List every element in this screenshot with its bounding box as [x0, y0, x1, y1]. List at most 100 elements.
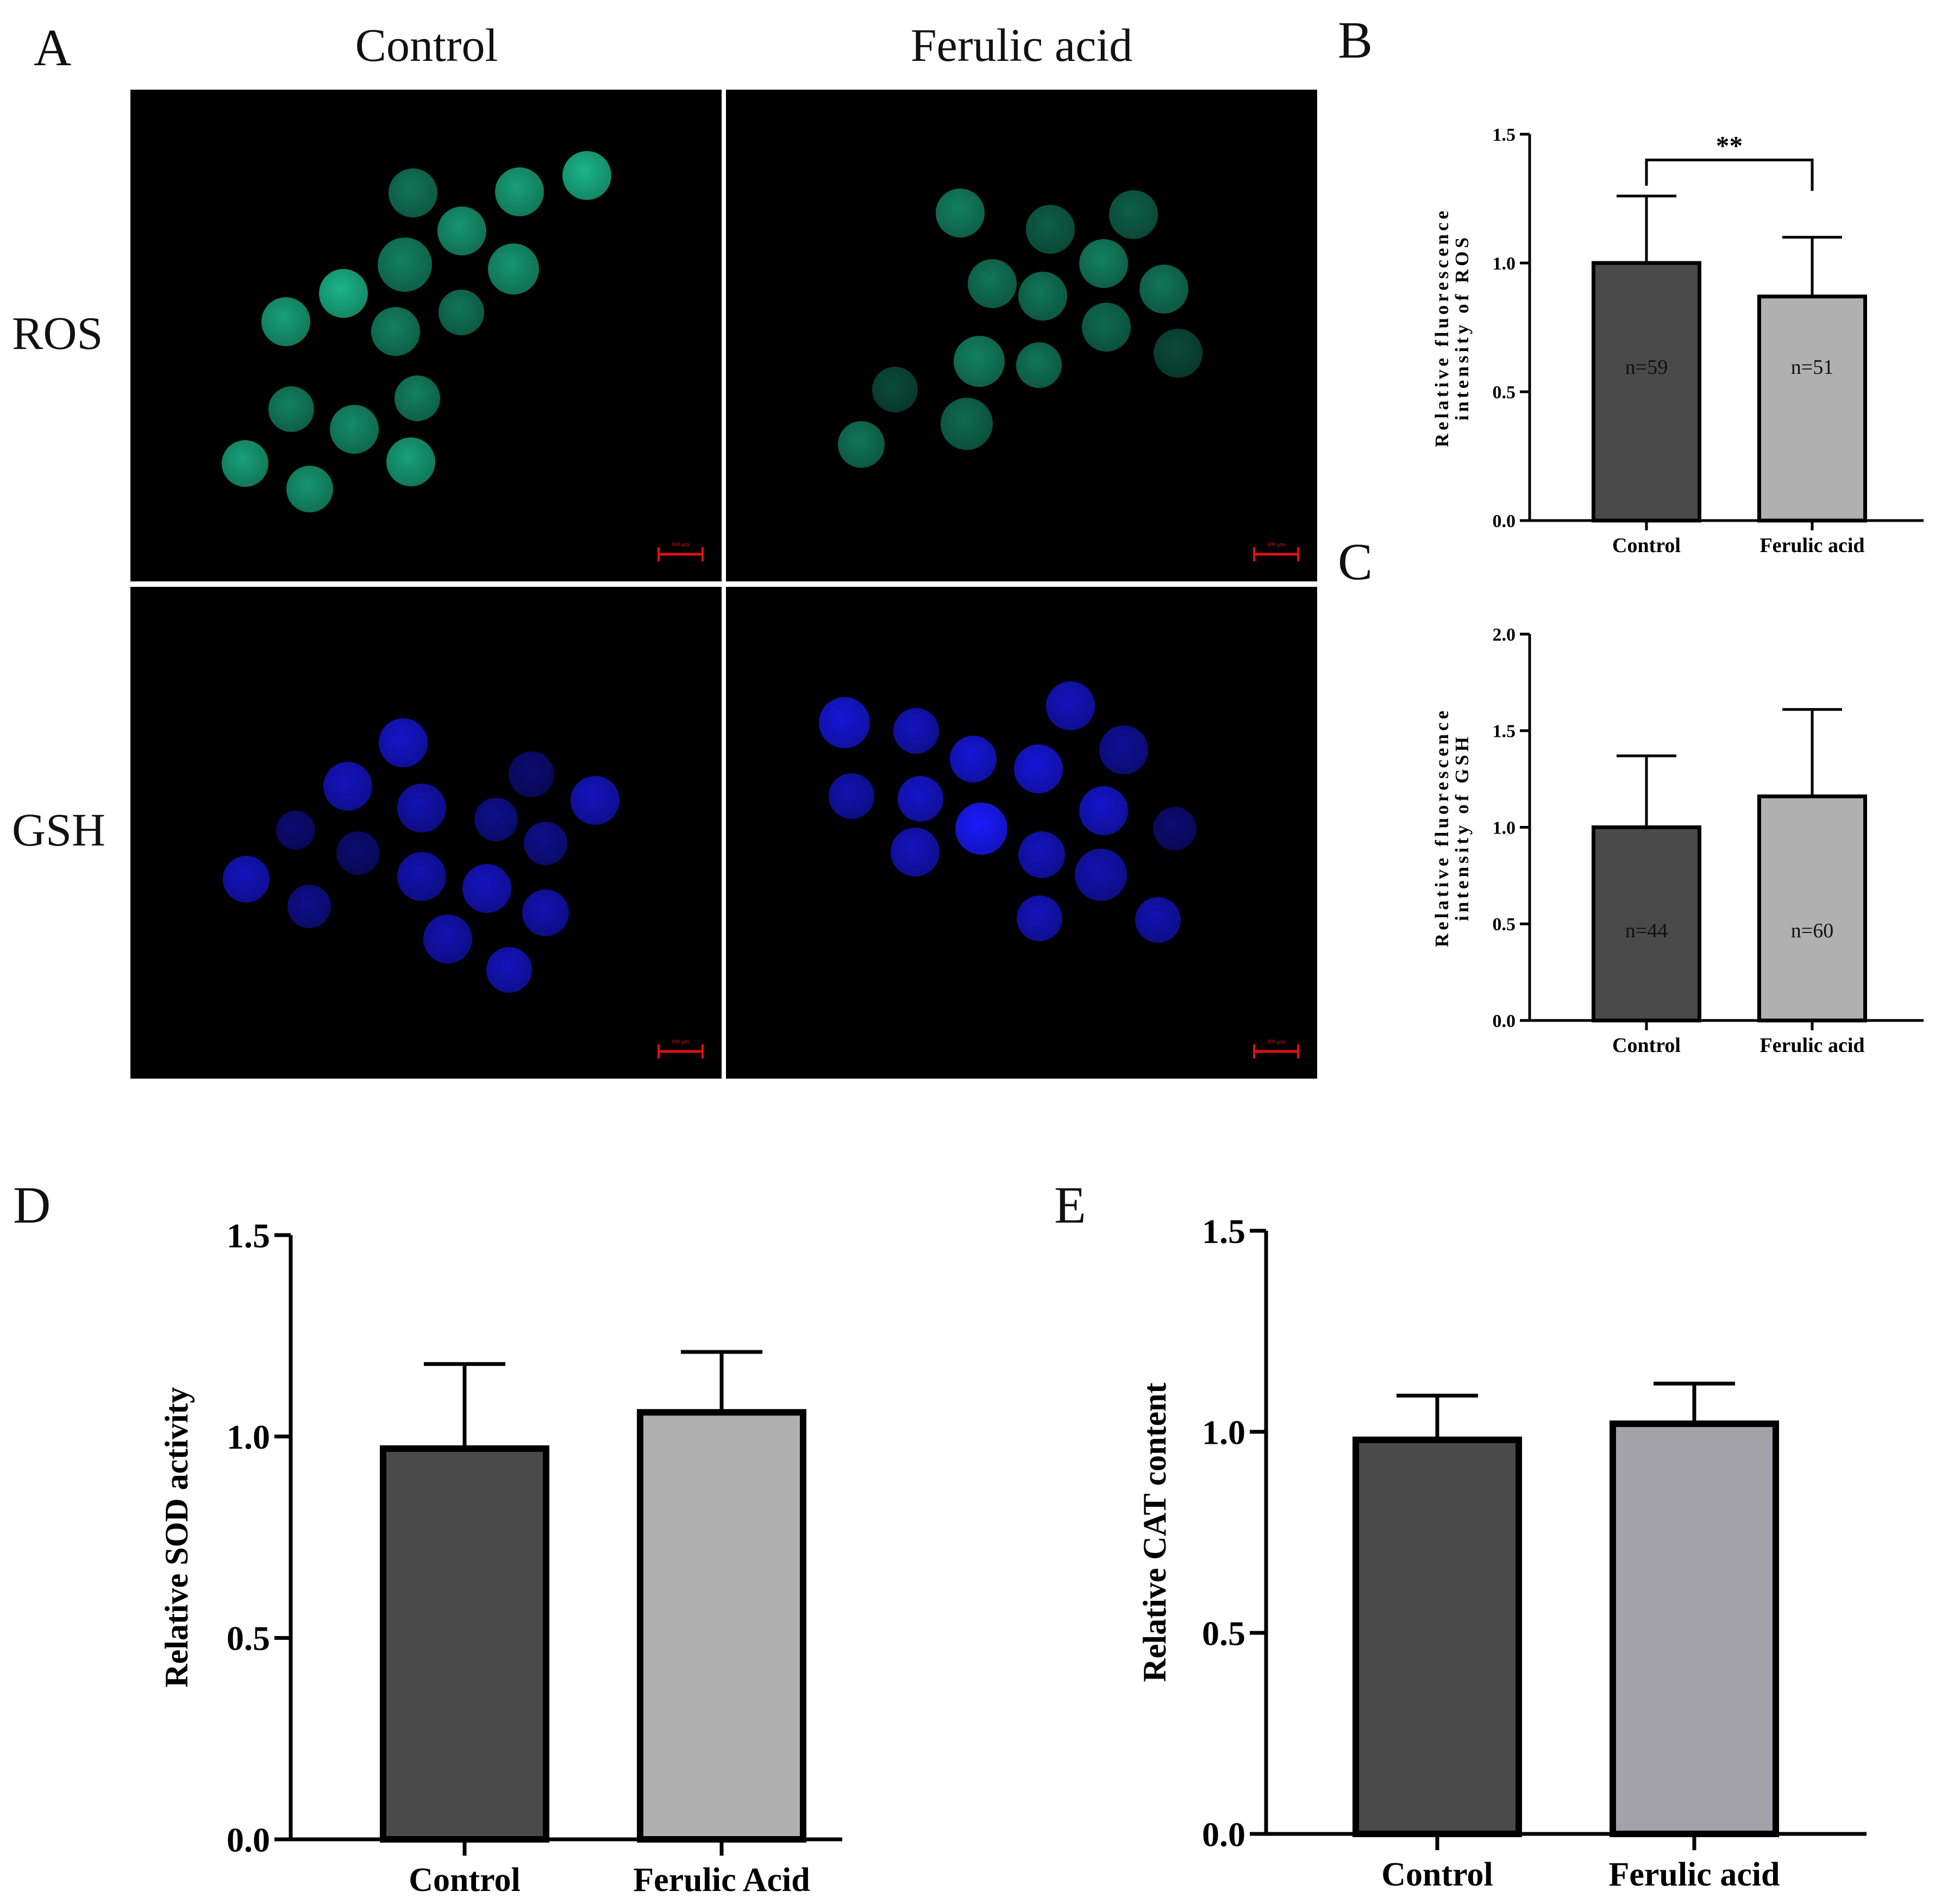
y-tick-label: 1.5 [227, 1216, 270, 1255]
chart-d-sod: 0.0 0.5 1.0 1.5 Control Ferulic Acid Relative … [159, 1216, 842, 1899]
oocyte-cell [423, 915, 472, 963]
y-tick-label: 1.0 [1202, 1413, 1245, 1451]
micrograph-ros-control: 100 μm [130, 90, 722, 581]
panel-letter-b: B [1338, 11, 1373, 69]
y-tick-label: 0.5 [227, 1619, 270, 1658]
panel-letter-d: D [13, 1176, 51, 1234]
oocyte-cell [397, 784, 446, 832]
x-tick-label: Ferulic Acid [633, 1862, 810, 1899]
oocyte-cell [397, 852, 446, 901]
bar-ferulic-acid [1610, 1420, 1779, 1837]
oocyte-cell [1079, 239, 1128, 288]
x-tick-label: Ferulic acid [1608, 1856, 1780, 1893]
column-header-control: Control [355, 19, 498, 71]
sample-size-label: n=59 [1625, 356, 1668, 379]
oocyte-cell [1099, 725, 1148, 774]
y-tick-label: 1.5 [1493, 722, 1516, 742]
micrograph-gsh-ferulic: 100 μm [726, 587, 1317, 1079]
oocyte-cell [872, 367, 918, 412]
bar-control [380, 1445, 549, 1843]
oocyte-cell [439, 290, 484, 335]
bar-control [1592, 261, 1701, 523]
y-axis-label: Relative CAT content [1137, 1382, 1173, 1682]
y-axis-label-line2: intensity of GSH [1451, 734, 1473, 921]
oocyte-cell [893, 708, 939, 754]
y-tick-label: 0.5 [1493, 383, 1516, 403]
y-axis-label-line1: Relative fluorescence [1431, 707, 1452, 947]
bar-ferulic-acid [1757, 794, 1867, 1023]
oocyte-cell [323, 762, 372, 811]
oocyte-cell [286, 466, 333, 512]
oocyte-cell [522, 890, 569, 936]
oocyte-cell [1109, 190, 1158, 239]
scale-bar-label: 100 μm [671, 541, 690, 548]
oocyte-cell [1139, 265, 1188, 314]
scale-bar-label: 100 μm [671, 1038, 690, 1045]
bar-control [1352, 1436, 1522, 1837]
oocyte-cell [1046, 681, 1095, 730]
sample-size-label: n=44 [1625, 919, 1668, 942]
scale-bar: 100 μm [657, 1038, 704, 1059]
oocyte-cell [1153, 807, 1197, 850]
y-tick-label: 2.0 [1493, 625, 1516, 645]
y-tick-label: 0.5 [1493, 915, 1516, 935]
scale-bar: 100 μm [1253, 1038, 1299, 1059]
significance-label: ** [1716, 130, 1743, 160]
x-tick-label: Control [409, 1862, 521, 1899]
y-tick-label: 1.5 [1493, 125, 1516, 145]
column-header-ferulic-acid: Ferulic acid [910, 19, 1133, 71]
oocyte-cell [261, 297, 310, 346]
oocyte-cell [223, 856, 270, 903]
y-tick-label: 1.0 [227, 1418, 270, 1456]
scale-bar-label: 100 μm [1267, 1038, 1285, 1045]
oocyte-cell [936, 189, 985, 237]
y-tick-label: 1.0 [1493, 254, 1516, 274]
sample-size-label: n=51 [1791, 356, 1833, 379]
panel-letter-a: A [34, 18, 72, 77]
oocyte-cell [954, 336, 1005, 387]
micrograph-gsh-control: 100 μm [130, 587, 722, 1079]
oocyte-cell [1135, 897, 1181, 943]
oocyte-cell [1014, 744, 1063, 793]
x-tick-label: Ferulic acid [1759, 1034, 1864, 1057]
chart-e-cat: 0.0 0.5 1.0 1.5 Control Ferulic acid Relative … [1137, 1212, 1867, 1893]
oocyte-cell [950, 736, 997, 782]
x-tick-label: Control [1612, 534, 1681, 557]
oocyte-cell [1018, 272, 1067, 321]
oocyte-cell [287, 885, 331, 928]
oocyte-cell [389, 168, 437, 217]
oocyte-cell [222, 440, 268, 487]
row-label-gsh: GSH [12, 804, 106, 856]
y-tick-label: 1.0 [1493, 818, 1516, 838]
y-tick-label: 0.0 [1202, 1815, 1245, 1853]
oocyte-cell [1082, 303, 1131, 352]
bar-ferulic-acid [637, 1409, 806, 1843]
oocyte-cell [336, 831, 380, 875]
y-tick-label: 0.0 [227, 1820, 270, 1859]
scale-bar: 100 μm [1253, 541, 1299, 561]
oocyte-cell [898, 776, 943, 822]
y-axis-label-line1: Relative fluorescence [1431, 208, 1452, 447]
y-axis-label-line2: intensity of ROS [1451, 234, 1473, 421]
sample-size-label: n=60 [1791, 919, 1833, 942]
bar-ferulic-acid [1757, 295, 1867, 523]
chart-c-gsh: 0.0 0.5 1.0 1.5 2.0 Control n=44 Ferulic acid n=… [1431, 625, 1924, 1057]
oocyte-cell [829, 773, 874, 819]
oocyte-cell [276, 811, 315, 850]
oocyte-cell [474, 798, 518, 841]
oocyte-cell [437, 206, 486, 255]
significance-bracket [1645, 158, 1814, 191]
oocyte-cell [488, 243, 539, 295]
oocyte-cell [968, 259, 1017, 308]
oocyte-cell [571, 776, 619, 825]
oocyte-cell [838, 421, 885, 468]
y-tick-label: 1.5 [1202, 1212, 1245, 1250]
oocyte-cell [1018, 831, 1065, 878]
oocyte-cell [330, 405, 379, 454]
oocyte-cell [955, 803, 1007, 855]
oocyte-cell [509, 751, 554, 797]
scale-bar-label: 100 μm [1267, 541, 1285, 548]
x-tick-label: Ferulic acid [1759, 534, 1864, 557]
oocyte-cell [1017, 895, 1062, 941]
y-axis-label: Relative SOD activity [159, 1387, 195, 1687]
